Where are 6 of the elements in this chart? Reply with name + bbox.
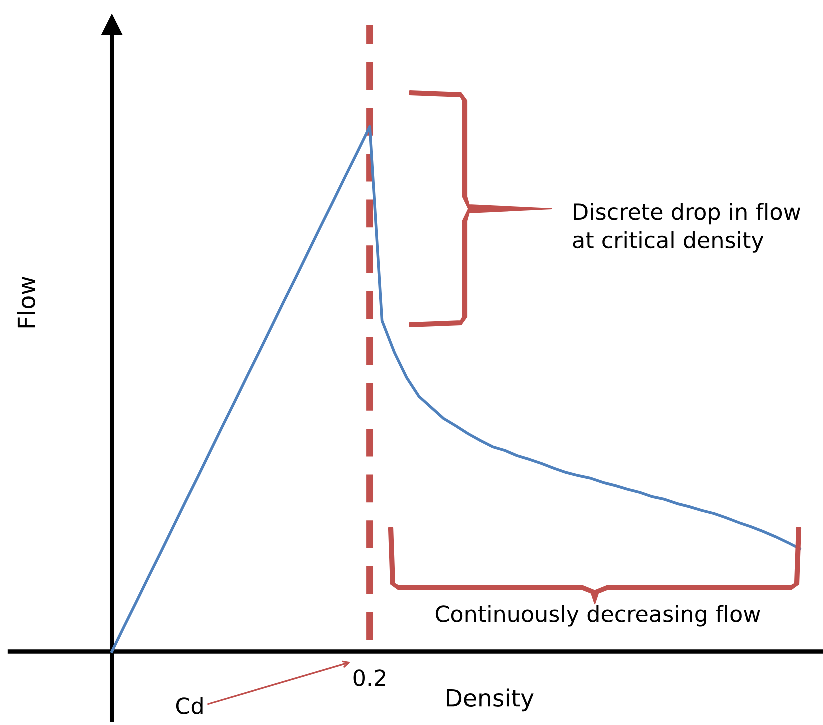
text: 0.2 <box>354 670 386 686</box>
x-axis-title: Density <box>447 688 534 712</box>
y-axis-title: Flow <box>17 277 36 328</box>
annotation: Discrete drop in flow at critical density <box>573 203 801 253</box>
annotation: Continuously decreasing flow <box>436 605 760 627</box>
text: Cd <box>176 697 203 714</box>
